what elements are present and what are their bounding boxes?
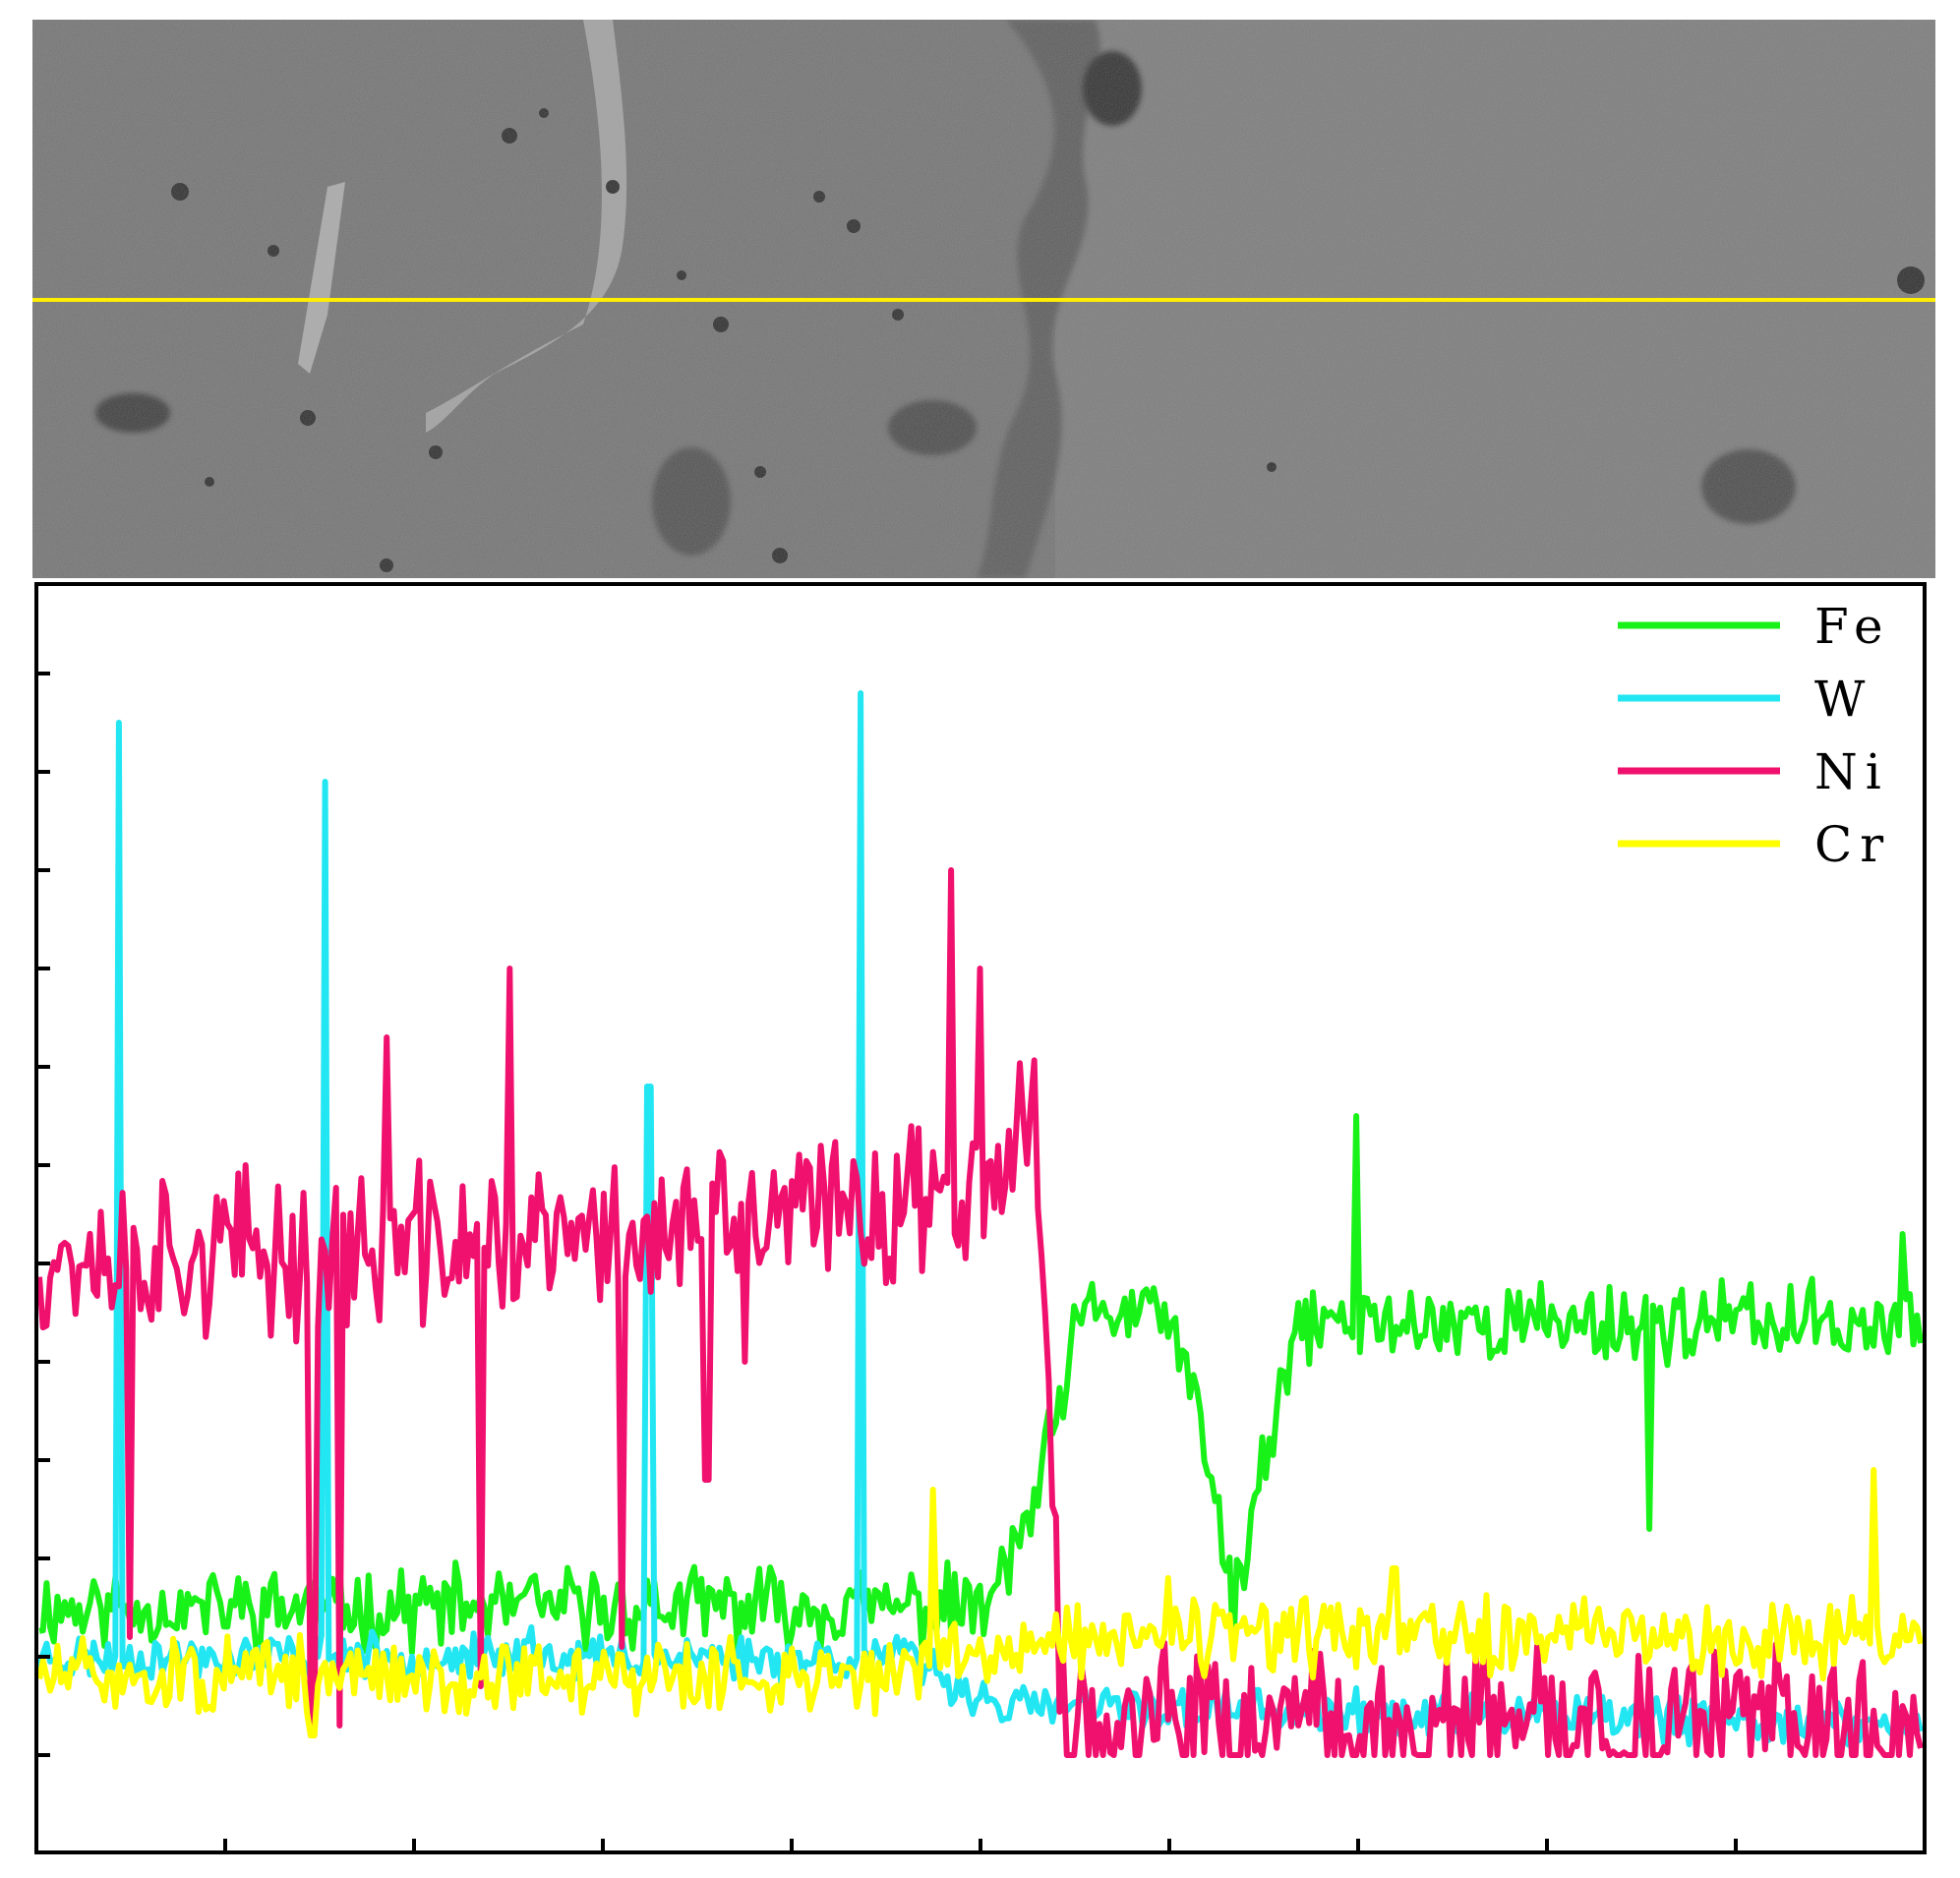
series-line-cr: [36, 1467, 1924, 1738]
legend-label-fe: Fe: [1814, 598, 1891, 655]
series-line-fe: [38, 1113, 1924, 1660]
legend-label-ni: Ni: [1814, 743, 1889, 800]
series-layer: [36, 690, 1924, 1758]
x-ticks: [223, 1839, 1738, 1852]
series-line-ni: [36, 867, 1924, 1758]
y-ticks: [36, 672, 50, 1757]
legend-label-cr: Cr: [1814, 816, 1891, 873]
sem-micrograph: [32, 20, 1935, 578]
legend-label-w: W: [1814, 671, 1872, 728]
legend: Fe W Ni Cr: [1618, 598, 1891, 873]
